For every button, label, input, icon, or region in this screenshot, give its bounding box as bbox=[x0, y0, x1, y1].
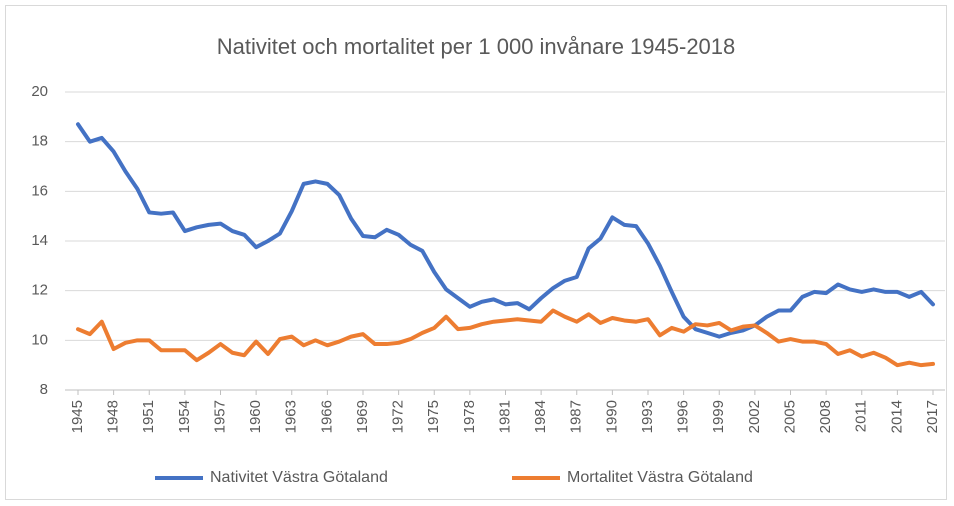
x-tick-label: 1963 bbox=[283, 400, 300, 433]
legend-label: Mortalitet Västra Götaland bbox=[567, 469, 753, 486]
line bbox=[76, 308, 935, 368]
x-tick-label: 1993 bbox=[639, 400, 656, 433]
x-tick-label: 1972 bbox=[390, 400, 407, 433]
x-tick-label: 2005 bbox=[781, 400, 798, 433]
x-tick-label: 1987 bbox=[568, 400, 585, 433]
x-tick-label: 1990 bbox=[603, 400, 620, 433]
y-tick-label: 8 bbox=[40, 381, 48, 398]
legend-label: Nativitet Västra Götaland bbox=[210, 469, 388, 486]
y-tick-label: 14 bbox=[31, 232, 48, 249]
chart-frame bbox=[5, 5, 947, 500]
x-tick-label: 2008 bbox=[817, 400, 834, 433]
x-tick-label: 2017 bbox=[924, 400, 941, 433]
x-tick-label: 1999 bbox=[710, 400, 727, 433]
x-tick-label: 1969 bbox=[354, 400, 371, 433]
x-tick-label: 1996 bbox=[675, 400, 692, 433]
x-tick-label: 1966 bbox=[318, 400, 335, 433]
x-tick-label: 1948 bbox=[105, 400, 122, 433]
x-tick-label: 2011 bbox=[853, 400, 870, 432]
x-tick-label: 1975 bbox=[425, 400, 442, 433]
x-tick-label: 1984 bbox=[532, 400, 549, 433]
x-tick-label: 1957 bbox=[211, 400, 228, 433]
y-tick-label: 10 bbox=[31, 331, 48, 348]
x-tick-label: 2014 bbox=[888, 400, 905, 433]
x-tick-label: 1945 bbox=[69, 400, 86, 433]
y-tick-label: 18 bbox=[31, 133, 48, 150]
x-tick-label: 1960 bbox=[247, 400, 264, 433]
y-tick-label: 20 bbox=[31, 83, 48, 100]
x-tick-label: 2002 bbox=[746, 400, 763, 433]
x-tick-label: 1951 bbox=[140, 400, 157, 433]
x-tick-label: 1954 bbox=[176, 400, 193, 433]
line bbox=[76, 122, 935, 339]
chart-title: Nativitet och mortalitet per 1 000 invån… bbox=[217, 34, 736, 59]
x-tick-label: 1981 bbox=[496, 400, 513, 433]
x-tick-label: 1978 bbox=[461, 400, 478, 433]
y-tick-label: 16 bbox=[31, 182, 48, 199]
y-tick-label: 12 bbox=[31, 282, 48, 299]
